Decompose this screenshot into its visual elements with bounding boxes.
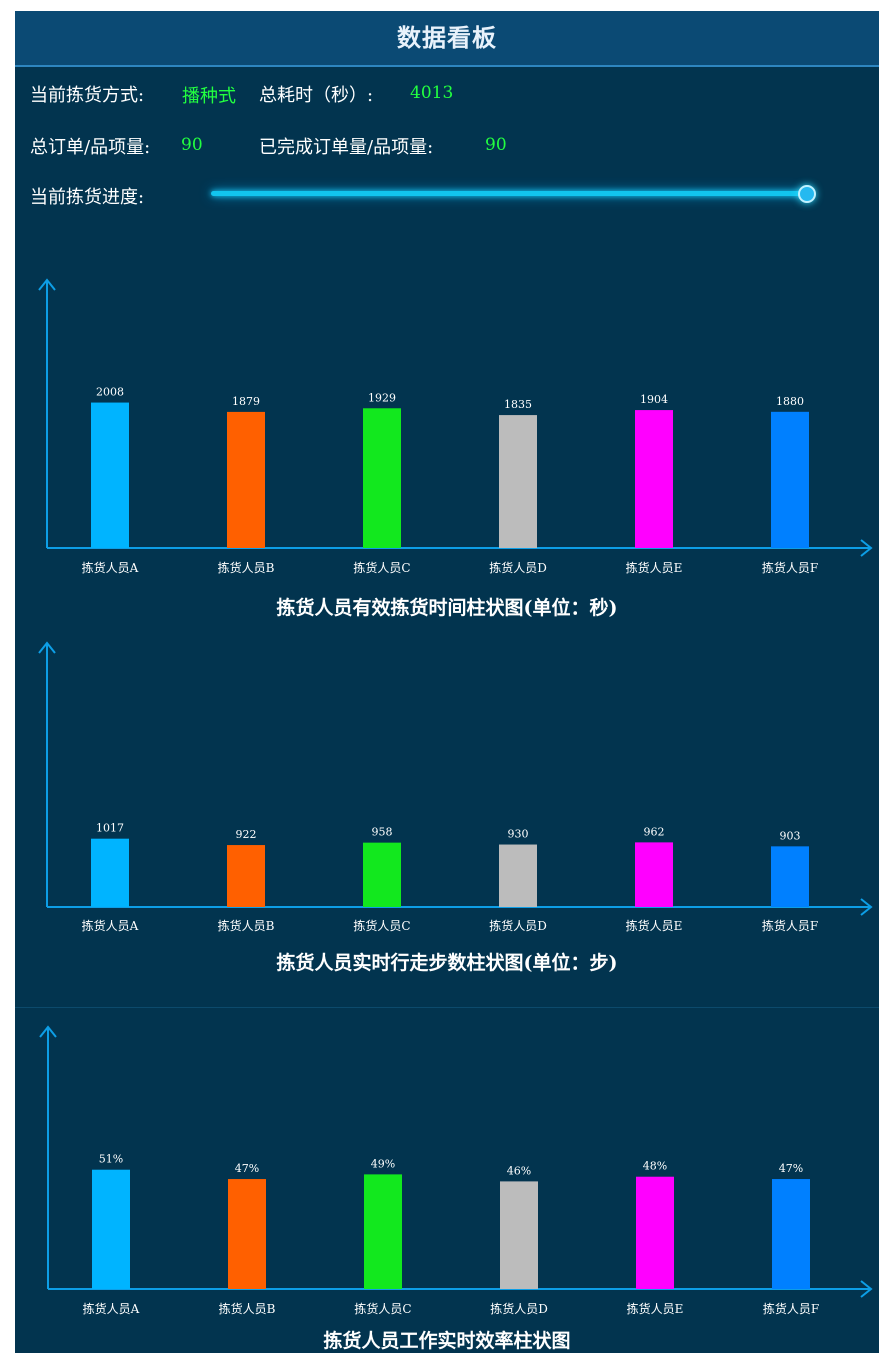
- dashboard-panel: 数据看板 当前拣货方式: 播种式 总耗时（秒）: 4013 总订单/品项量: 9…: [15, 11, 879, 1353]
- data-label: 922: [236, 828, 257, 841]
- bar: [499, 844, 537, 907]
- page-title: 数据看板: [397, 23, 497, 52]
- category-label: 拣货人员E: [626, 918, 683, 933]
- data-label: 2008: [96, 386, 124, 399]
- bar: [771, 411, 809, 548]
- category-label: 拣货人员E: [626, 560, 683, 575]
- category-label: 拣货人员D: [489, 560, 547, 575]
- bar: [227, 411, 265, 548]
- bar-chart-svg: 2008 拣货人员A 1879 拣货人员B 1929 拣货人员C 1835 拣货人员D 1904…: [38, 278, 873, 619]
- completed-orders-label: 已完成订单量/品项量:: [259, 137, 434, 158]
- data-label: 903: [780, 829, 801, 842]
- bar: [635, 842, 673, 907]
- data-label: 958: [372, 826, 393, 839]
- y-axis-arrow: [39, 1025, 57, 1038]
- total-time-value: 4013: [410, 83, 454, 103]
- category-label: 拣货人员B: [219, 1301, 276, 1316]
- bar: [227, 845, 265, 907]
- chart-efficiency: 51% 拣货人员A 47% 拣货人员B 49% 拣货人员C 46% 拣货人员D 48% 拣货人员E…: [15, 1011, 879, 1352]
- data-label: 962: [644, 825, 665, 838]
- bar: [363, 408, 401, 548]
- data-label: 49%: [371, 1157, 395, 1170]
- bar: [364, 1174, 402, 1289]
- x-axis-arrow: [860, 898, 873, 916]
- data-label: 930: [508, 828, 529, 841]
- bar: [499, 415, 537, 548]
- pick-mode-label: 当前拣货方式:: [30, 85, 145, 106]
- category-label: 拣货人员C: [354, 1301, 411, 1316]
- category-label: 拣货人员B: [218, 560, 275, 575]
- data-label: 46%: [507, 1164, 531, 1177]
- data-label: 1880: [776, 395, 804, 408]
- header-bar: 数据看板: [15, 11, 879, 67]
- category-label: 拣货人员E: [627, 1301, 684, 1316]
- chart-title: 拣货人员工作实时效率柱状图: [323, 1329, 570, 1352]
- category-label: 拣货人员C: [353, 918, 410, 933]
- progress-handle: [798, 185, 816, 203]
- category-label: 拣货人员C: [353, 560, 410, 575]
- bar: [772, 1179, 810, 1289]
- bar: [363, 842, 401, 907]
- data-label: 48%: [643, 1160, 667, 1173]
- category-label: 拣货人员D: [489, 918, 547, 933]
- x-axis-arrow: [860, 539, 873, 557]
- total-time-label: 总耗时（秒）:: [259, 85, 374, 106]
- total-orders-label: 总订单/品项量:: [30, 137, 151, 158]
- bar: [92, 1169, 130, 1289]
- bar: [635, 410, 673, 548]
- category-label: 拣货人员A: [82, 918, 139, 933]
- data-label: 1904: [640, 393, 668, 406]
- category-label: 拣货人员D: [490, 1301, 548, 1316]
- data-label: 51%: [99, 1153, 123, 1166]
- chart-title: 拣货人员有效拣货时间柱状图(单位：秒): [277, 596, 618, 619]
- data-label: 1835: [504, 398, 532, 411]
- category-label: 拣货人员F: [762, 918, 818, 933]
- chart-pick-time: 2008 拣货人员A 1879 拣货人员B 1929 拣货人员C 1835 拣货人员D 1904…: [15, 266, 879, 619]
- category-label: 拣货人员F: [763, 1301, 819, 1316]
- y-axis-arrow: [38, 641, 56, 654]
- section-divider: [15, 1007, 879, 1008]
- bar-chart-svg: 1017 拣货人员A 922 拣货人员B 958 拣货人员C 930 拣货人员D 962 拣货人员…: [38, 641, 873, 974]
- bar: [91, 402, 129, 548]
- bar: [500, 1181, 538, 1289]
- progress-bar: [211, 191, 807, 196]
- data-label: 47%: [779, 1162, 803, 1175]
- progress-label: 当前拣货进度:: [30, 187, 145, 208]
- bar: [636, 1176, 674, 1289]
- category-label: 拣货人员A: [82, 560, 139, 575]
- bar-chart-svg: 51% 拣货人员A 47% 拣货人员B 49% 拣货人员C 46% 拣货人员D 48% 拣货人员E…: [39, 1025, 873, 1352]
- y-axis-arrow: [38, 278, 56, 291]
- bar: [771, 846, 809, 907]
- bar: [228, 1179, 266, 1289]
- data-label: 47%: [235, 1162, 259, 1175]
- category-label: 拣货人员F: [762, 560, 818, 575]
- chart-walk-steps: 1017 拣货人员A 922 拣货人员B 958 拣货人员C 930 拣货人员D 962 拣货人员…: [15, 631, 879, 976]
- completed-orders-value: 90: [485, 135, 507, 155]
- pick-mode-value: 播种式: [182, 86, 236, 107]
- data-label: 1929: [368, 391, 396, 404]
- data-label: 1017: [96, 822, 124, 835]
- category-label: 拣货人员B: [218, 918, 275, 933]
- bar: [91, 838, 129, 907]
- x-axis-arrow: [860, 1280, 873, 1298]
- chart-title: 拣货人员实时行走步数柱状图(单位：步): [277, 951, 618, 974]
- total-orders-value: 90: [181, 135, 203, 155]
- category-label: 拣货人员A: [83, 1301, 140, 1316]
- data-label: 1879: [232, 395, 260, 408]
